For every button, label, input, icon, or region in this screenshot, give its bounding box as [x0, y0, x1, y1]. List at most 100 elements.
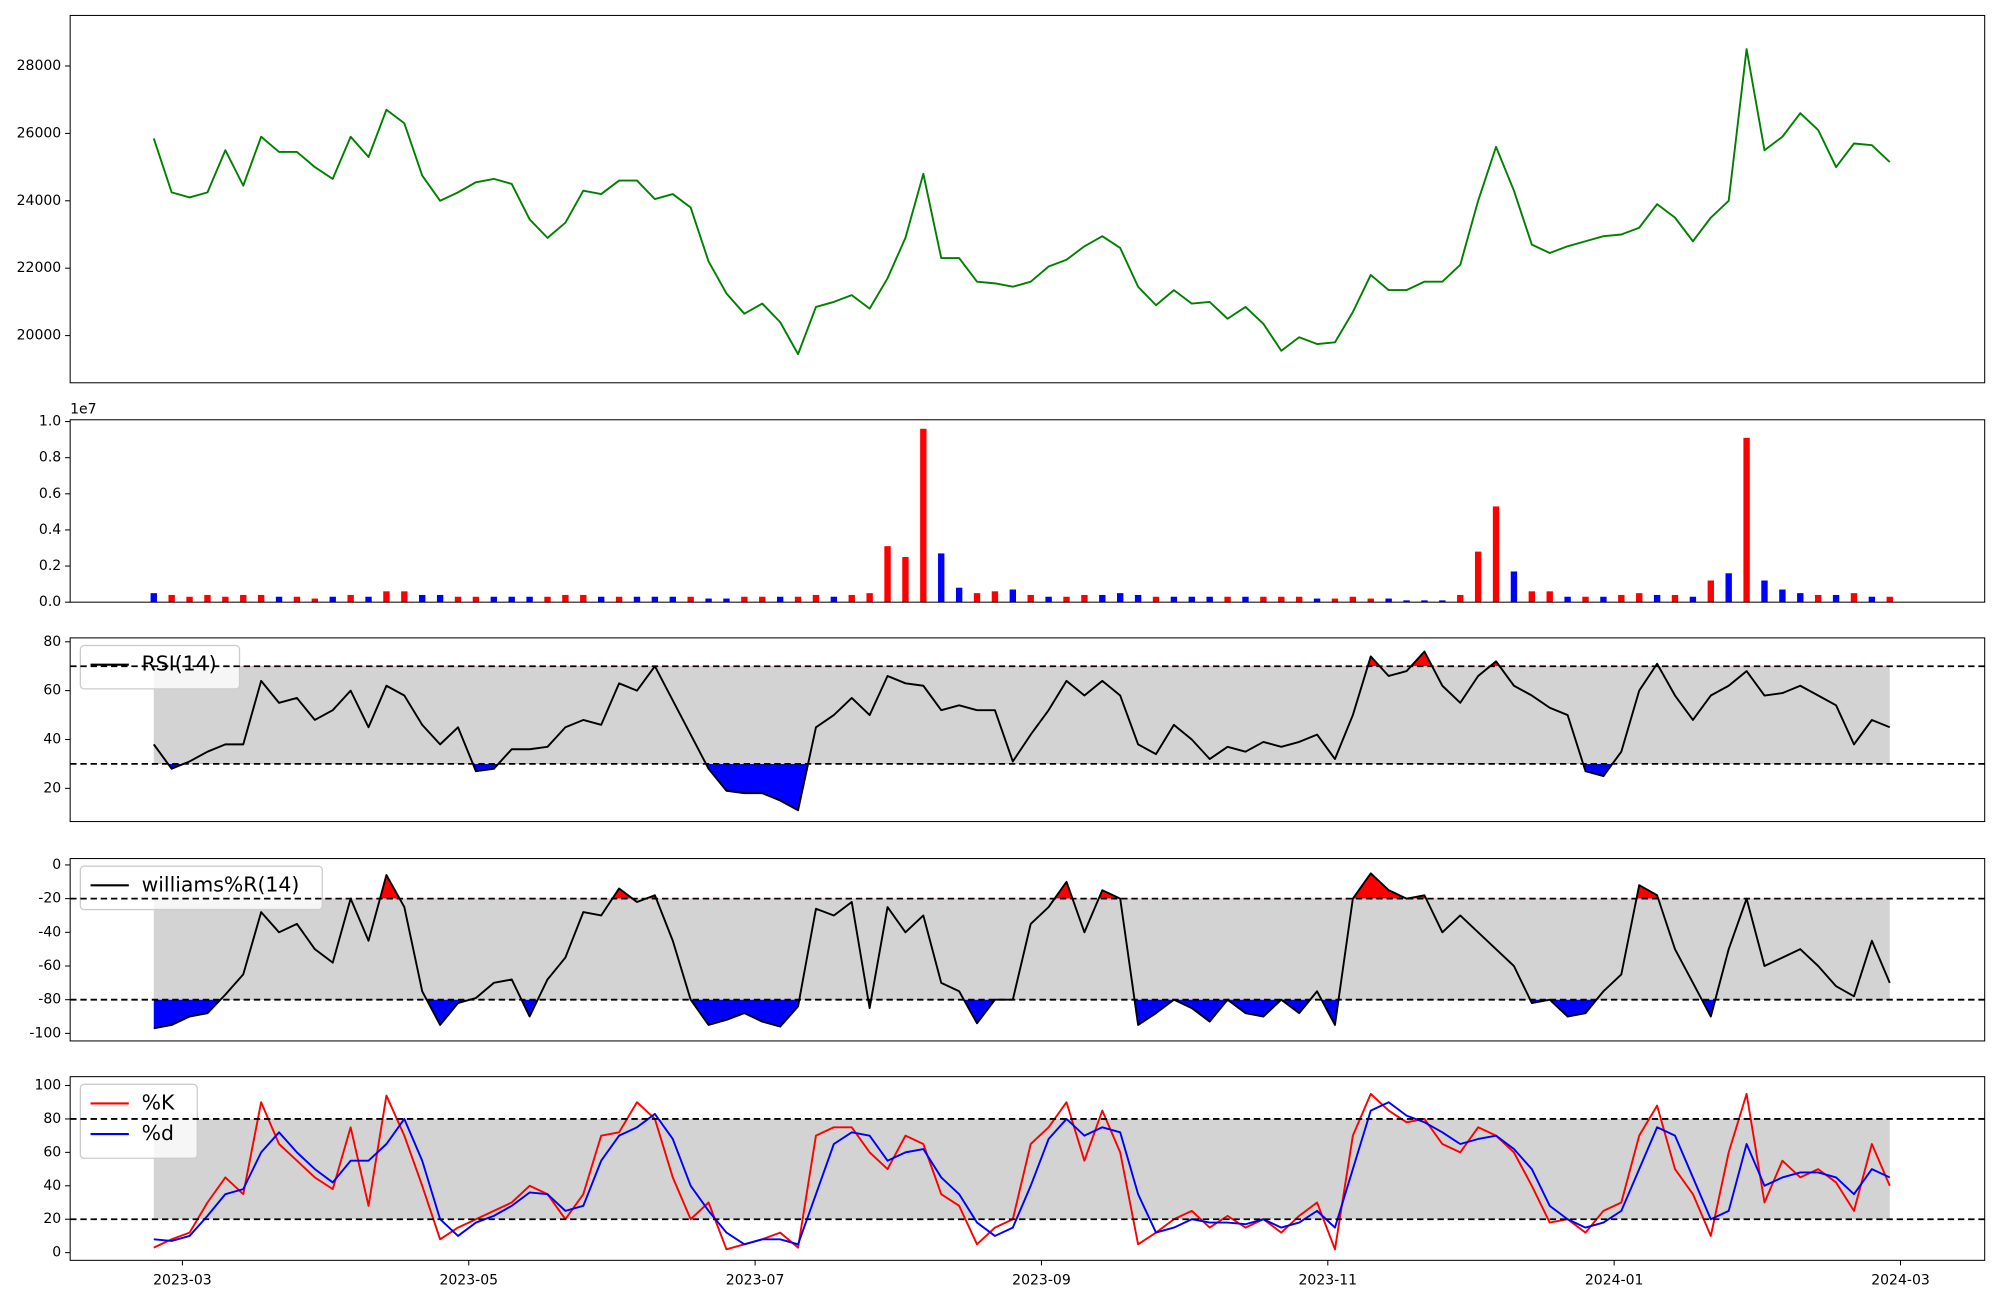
- y-tick-label: 0.6: [39, 486, 61, 502]
- bar: [222, 596, 229, 603]
- bar: [1743, 437, 1750, 603]
- threshold-band: [153, 898, 1890, 1000]
- bar: [741, 596, 748, 603]
- y-tick-label: 0.2: [39, 558, 61, 574]
- legend-box: [79, 1083, 198, 1159]
- legend-label: RSI(14): [142, 652, 217, 676]
- y-tick-label: -20: [38, 891, 61, 907]
- bar: [1224, 596, 1231, 603]
- bar: [1188, 596, 1195, 603]
- x-tick-label: 2023-07: [726, 1273, 785, 1289]
- bar: [1618, 594, 1625, 603]
- bar: [1170, 596, 1178, 603]
- x-tick-label: 2024-03: [1871, 1273, 1930, 1289]
- bar: [1761, 580, 1768, 603]
- bar: [669, 596, 676, 603]
- bar: [1134, 594, 1142, 603]
- bar: [830, 596, 838, 603]
- bar: [1510, 571, 1518, 603]
- bar: [580, 594, 587, 603]
- bar: [1582, 596, 1589, 603]
- bar: [1278, 596, 1285, 603]
- bar: [257, 594, 265, 603]
- bar: [973, 593, 981, 603]
- panel-frame: [69, 419, 1986, 603]
- bar: [1546, 591, 1553, 603]
- bar: [1689, 596, 1697, 603]
- bar: [902, 557, 909, 603]
- bar: [1421, 600, 1428, 603]
- bar: [401, 591, 408, 603]
- x-tick-label: 2024-01: [1585, 1273, 1644, 1289]
- bar: [383, 591, 390, 603]
- bar: [938, 553, 945, 603]
- bar: [812, 594, 820, 603]
- panel-frame: [69, 14, 1986, 384]
- y-tick-label: 22000: [17, 260, 62, 276]
- panel: 20000 22000 24000 26000 28000: [17, 14, 1986, 384]
- legend-box: [79, 865, 323, 911]
- bar: [1850, 593, 1858, 603]
- bar: [1725, 573, 1732, 603]
- bar: [1385, 598, 1392, 603]
- bar: [1457, 594, 1464, 603]
- bar: [1653, 594, 1661, 603]
- bar: [1474, 551, 1482, 603]
- lower-fill: [153, 999, 1716, 1029]
- bar: [776, 596, 784, 603]
- bar: [1081, 594, 1088, 603]
- panel: 0.0 0.2 0.4 0.6 0.8 1.0 1e7: [39, 402, 1986, 610]
- bar: [1564, 596, 1571, 603]
- bar: [1797, 593, 1804, 603]
- bar: [186, 596, 193, 603]
- series-line: [153, 872, 1891, 1030]
- bar: [1063, 596, 1070, 603]
- y-tick-label: 80: [43, 1111, 61, 1127]
- bar: [1152, 596, 1160, 603]
- panel-frame: [69, 1076, 1986, 1261]
- bar: [347, 594, 354, 603]
- x-tick-label: 2023-03: [153, 1273, 212, 1289]
- y-tick-label: -40: [38, 924, 61, 940]
- panel: 0 20 40 60 80 100 2023-03 2023-05 2023-07 2023-09…: [34, 1076, 1986, 1289]
- panel-frame: [69, 637, 1986, 823]
- bar: [472, 596, 480, 603]
- y-tick-label: 24000: [17, 193, 62, 209]
- bar: [794, 596, 802, 603]
- y-tick-label: 20: [43, 1211, 61, 1227]
- bar: [1260, 596, 1267, 603]
- y-tick-label: 0.4: [39, 522, 61, 538]
- y-tick-label: 40: [43, 1178, 61, 1194]
- bar: [920, 428, 927, 603]
- bar: [454, 596, 462, 603]
- bar: [1814, 594, 1822, 603]
- bar: [329, 596, 336, 603]
- series-line: [152, 48, 1891, 356]
- bar: [991, 591, 999, 603]
- bar: [866, 593, 873, 603]
- bar: [508, 596, 515, 603]
- x-tick-label: 2023-09: [1012, 1273, 1071, 1289]
- bar: [1045, 596, 1052, 603]
- bar: [544, 596, 551, 603]
- x-tick-label: 2023-11: [1299, 1273, 1358, 1289]
- y-tick-label: -80: [38, 992, 61, 1008]
- panel: -100 -80 -60 -40 -20 0 williams%R(14): [29, 857, 1986, 1042]
- y-tick-label: 100: [34, 1078, 61, 1094]
- bar: [1099, 594, 1106, 603]
- bar: [633, 596, 641, 603]
- legend: RSI(14): [79, 644, 241, 690]
- bar: [759, 596, 766, 603]
- series-line: [153, 1092, 1891, 1251]
- bar: [651, 596, 659, 603]
- y-tick-label: 0: [52, 857, 61, 873]
- bar: [1313, 598, 1321, 603]
- bar: [705, 598, 712, 603]
- bar: [1295, 596, 1303, 603]
- bar: [723, 598, 730, 603]
- bar: [1832, 594, 1840, 603]
- bar: [1367, 598, 1374, 603]
- y-tick-label: 26000: [17, 125, 62, 141]
- bar: [419, 594, 426, 603]
